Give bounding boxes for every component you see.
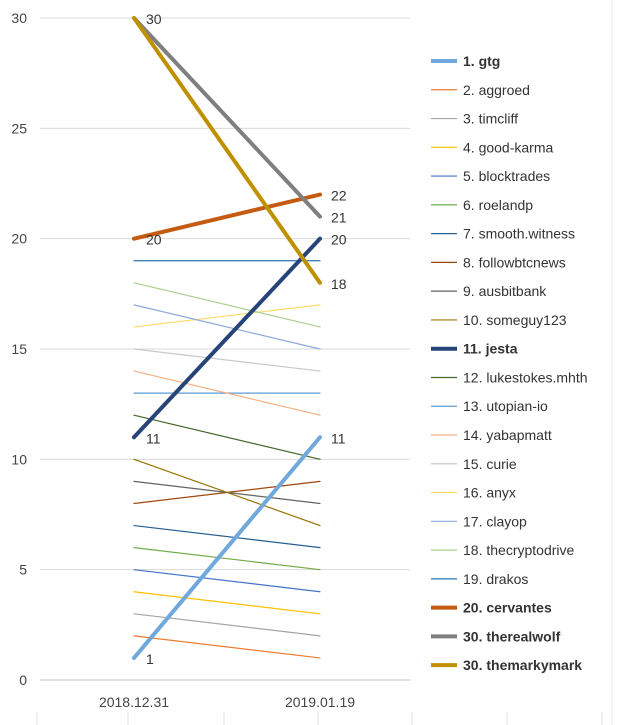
data-label: 21 <box>331 210 347 226</box>
y-tick-label: 10 <box>11 451 27 467</box>
data-label: 1 <box>146 651 154 667</box>
legend-label: 1. gtg <box>463 53 500 69</box>
legend-label: 17. clayop <box>463 513 527 529</box>
series-line <box>132 192 322 241</box>
legend-label: 18. thecryptodrive <box>463 542 574 558</box>
legend-label: 12. lukestokes.mhth <box>463 369 588 385</box>
x-tick-label: 2018.12.31 <box>99 694 169 710</box>
spreadsheet-cell-grid <box>36 0 613 725</box>
series-line <box>132 435 322 660</box>
data-label: 22 <box>331 188 347 204</box>
legend-label: 19. drakos <box>463 571 528 587</box>
legend-label: 14. yabapmatt <box>463 427 552 443</box>
series-line <box>133 613 321 637</box>
legend-label: 9. ausbitbank <box>463 283 547 299</box>
y-tick-label: 5 <box>19 562 27 578</box>
y-tick-label: 25 <box>11 120 27 136</box>
x-tick-label: 2019.01.19 <box>285 694 355 710</box>
series-line <box>133 635 321 659</box>
data-label: 20 <box>146 232 162 248</box>
legend-label: 20. cervantes <box>463 600 552 616</box>
legend-label: 13. utopian-io <box>463 398 548 414</box>
series-line <box>133 370 321 416</box>
legend-label: 2. aggroed <box>463 82 530 98</box>
series-line <box>132 16 322 219</box>
legend-label: 10. someguy123 <box>463 312 567 328</box>
series-line <box>132 236 322 440</box>
legend-label: 8. followbtcnews <box>463 254 566 270</box>
series-line <box>133 414 321 460</box>
series-line <box>133 304 321 350</box>
series-line <box>133 569 321 593</box>
series-line <box>133 348 321 372</box>
data-label: 11 <box>331 430 346 446</box>
series-line <box>133 546 321 571</box>
legend-label: 7. smooth.witness <box>463 226 575 242</box>
data-label: 30 <box>146 11 162 27</box>
series-line <box>133 591 321 615</box>
data-label: 20 <box>331 232 347 248</box>
legend-label: 4. good-karma <box>463 139 553 155</box>
series-lines <box>132 16 322 660</box>
series-line <box>133 282 321 328</box>
series-line <box>133 458 321 527</box>
gridlines <box>40 17 410 681</box>
legend-label: 5. blocktrades <box>463 168 550 184</box>
legend-label: 30. themarkymark <box>463 657 582 673</box>
y-tick-label: 15 <box>11 341 27 357</box>
legend-label: 30. therealwolf <box>463 628 561 644</box>
y-tick-label: 20 <box>11 231 27 247</box>
y-tick-label: 30 <box>11 10 27 26</box>
series-line <box>133 524 321 549</box>
legend-label: 16. anyx <box>463 485 516 501</box>
series-line <box>133 304 321 328</box>
legend-label: 11. jesta <box>463 341 518 357</box>
data-label: 11 <box>146 430 161 446</box>
y-axis: 0 5 10 15 20 25 30 <box>11 10 27 688</box>
series-line <box>132 16 322 285</box>
legend-label: 3. timcliff <box>463 111 518 127</box>
data-label: 18 <box>331 276 347 292</box>
legend: 1. gtg 2. aggroed 3. timcliff 4. good-karma… <box>431 53 588 673</box>
legend-label: 15. curie <box>463 456 517 472</box>
x-axis: 2018.12.31 2019.01.19 <box>99 694 355 710</box>
legend-label: 6. roelandp <box>463 197 533 213</box>
y-tick-label: 0 <box>19 672 27 688</box>
